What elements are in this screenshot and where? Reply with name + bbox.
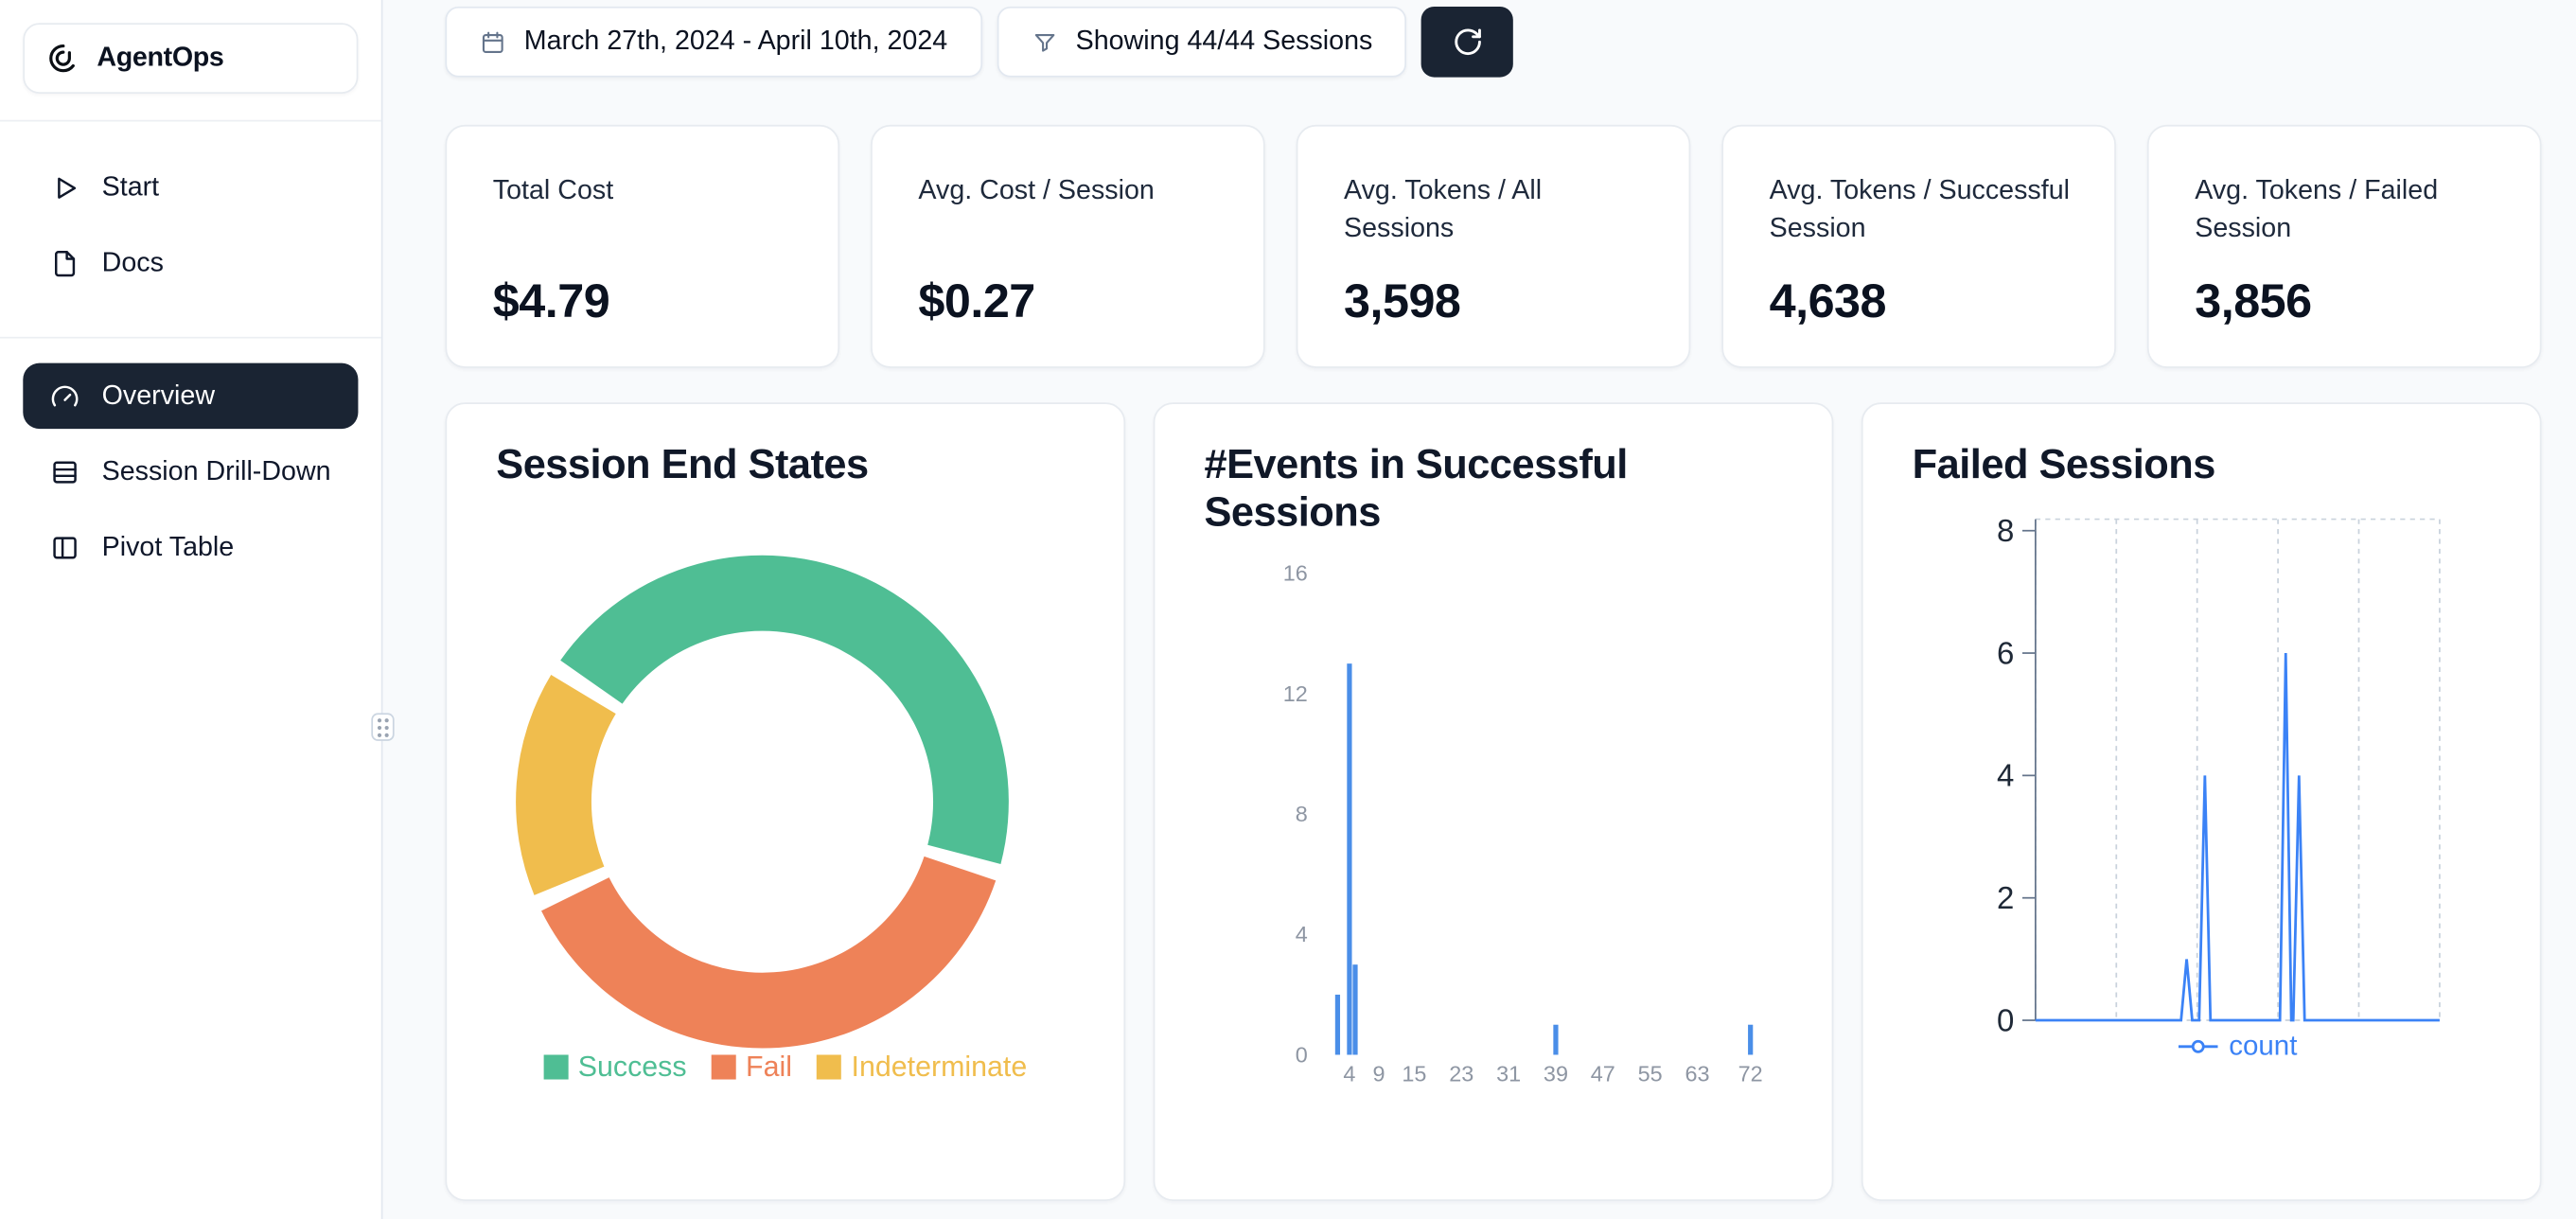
nav-label: Start	[101, 171, 160, 202]
svg-text:23: 23	[1449, 1061, 1473, 1086]
svg-text:8: 8	[1997, 513, 2014, 548]
svg-text:39: 39	[1544, 1061, 1568, 1086]
svg-text:0: 0	[1296, 1042, 1308, 1067]
svg-text:6: 6	[1997, 635, 2014, 670]
stat-card-avg-cost-session: Avg. Cost / Session $0.27	[871, 124, 1265, 368]
refresh-icon	[1453, 26, 1484, 58]
session-end-states-card: Session End States Success Fail Indeterm…	[445, 402, 1126, 1201]
nav-label: Session Drill-Down	[101, 455, 331, 486]
line-legend-count[interactable]: count	[2036, 1030, 2440, 1063]
play-icon	[49, 171, 80, 203]
stat-value: 3,598	[1344, 275, 1461, 329]
legend-label: Indeterminate	[851, 1050, 1028, 1084]
refresh-button[interactable]	[1421, 6, 1514, 78]
sidebar: AgentOps Start Docs	[0, 0, 383, 1219]
legend-item-success[interactable]: Success	[543, 1050, 687, 1084]
session-end-states-donut-chart[interactable]	[447, 404, 1125, 1201]
svg-text:9: 9	[1372, 1061, 1385, 1086]
filter-icon	[1032, 28, 1058, 55]
sidebar-item-docs[interactable]: Docs	[23, 230, 358, 295]
svg-text:4: 4	[1343, 1061, 1355, 1086]
sidebar-nav-top: Start Docs	[0, 121, 381, 295]
failed-sessions-line-chart[interactable]: 0 2 4 6 8	[1863, 404, 2542, 1201]
svg-text:16: 16	[1283, 561, 1308, 586]
date-range-label: March 27th, 2024 - April 10th, 2024	[523, 26, 948, 57]
table-columns-icon	[49, 532, 80, 563]
donut-legend: Success Fail Indeterminate	[447, 1050, 1123, 1084]
svg-text:12: 12	[1283, 681, 1308, 706]
legend-item-indeterminate[interactable]: Indeterminate	[817, 1050, 1027, 1084]
sidebar-item-start[interactable]: Start	[23, 154, 358, 220]
nav-label: Overview	[101, 380, 216, 411]
stat-value: 3,856	[2195, 275, 2312, 329]
line-marker-icon	[2178, 1039, 2218, 1053]
svg-text:2: 2	[1997, 880, 2014, 915]
sidebar-divider	[0, 336, 381, 339]
legend-label: Success	[577, 1050, 687, 1084]
svg-text:4: 4	[1296, 922, 1308, 946]
svg-text:15: 15	[1402, 1061, 1426, 1086]
legend-label: count	[2229, 1030, 2298, 1062]
stat-value: 4,638	[1769, 275, 1887, 329]
stat-label: Total Cost	[492, 175, 614, 205]
legend-item-fail[interactable]: Fail	[711, 1050, 793, 1084]
svg-text:4: 4	[1997, 758, 2014, 793]
document-icon	[49, 247, 80, 278]
session-filter-label: Showing 44/44 Sessions	[1075, 26, 1373, 57]
grip-dots-icon	[377, 717, 389, 737]
nav-label: Docs	[101, 247, 164, 277]
logo[interactable]: AgentOps	[23, 23, 359, 94]
sidebar-item-pivot-table[interactable]: Pivot Table	[23, 514, 358, 579]
logo-text: AgentOps	[97, 43, 224, 73]
legend-swatch	[817, 1054, 842, 1080]
chart-title: Failed Sessions	[1912, 441, 2216, 488]
gauge-icon	[49, 380, 80, 412]
sidebar-divider	[0, 119, 381, 122]
legend-swatch	[711, 1054, 736, 1080]
charts-row: Session End States Success Fail Indeterm…	[445, 402, 2542, 1201]
stat-card-avg-tokens-all: Avg. Tokens / All Sessions 3,598	[1296, 124, 1691, 368]
svg-text:55: 55	[1638, 1061, 1663, 1086]
svg-text:8: 8	[1296, 802, 1308, 826]
nav-label: Pivot Table	[101, 531, 235, 561]
date-range-button[interactable]: March 27th, 2024 - April 10th, 2024	[445, 6, 982, 78]
chart-title: #Events in Successful Sessions	[1204, 441, 1628, 536]
agentops-logo-icon	[46, 41, 80, 75]
session-filter-button[interactable]: Showing 44/44 Sessions	[997, 6, 1407, 78]
stat-label: Avg. Cost / Session	[918, 175, 1155, 205]
chart-title: Session End States	[496, 441, 869, 488]
stat-value: $0.27	[918, 275, 1035, 329]
topbar: March 27th, 2024 - April 10th, 2024 Show…	[445, 6, 1514, 78]
stat-card-avg-tokens-successful: Avg. Tokens / Successful Session 4,638	[1721, 124, 2116, 368]
calendar-icon	[480, 28, 506, 55]
stat-card-total-cost: Total Cost $4.79	[445, 124, 840, 368]
stat-label: Avg. Tokens / Successful Session	[1769, 175, 2071, 243]
legend-swatch	[543, 1054, 569, 1080]
sidebar-item-session-drill-down[interactable]: Session Drill-Down	[23, 439, 358, 504]
legend-label: Fail	[746, 1050, 793, 1084]
stat-value: $4.79	[492, 275, 610, 329]
svg-text:72: 72	[1738, 1061, 1763, 1086]
stat-cards-row: Total Cost $4.79 Avg. Cost / Session $0.…	[445, 124, 2542, 368]
svg-text:63: 63	[1685, 1061, 1709, 1086]
failed-sessions-card: Failed Sessions 0 2 4 6 8 count	[1861, 402, 2542, 1201]
svg-text:47: 47	[1591, 1061, 1615, 1086]
sidebar-resize-handle[interactable]	[371, 713, 395, 741]
sidebar-nav-main: Overview Session Drill-Down	[0, 339, 381, 580]
sidebar-item-overview[interactable]: Overview	[23, 362, 359, 430]
stat-card-avg-tokens-failed: Avg. Tokens / Failed Session 3,856	[2146, 124, 2542, 368]
stat-label: Avg. Tokens / Failed Session	[2195, 175, 2439, 243]
events-in-successful-sessions-card: #Events in Successful Sessions 0 4 8 12 16 4 9…	[1153, 402, 1834, 1201]
svg-text:0: 0	[1997, 1002, 2014, 1037]
list-rows-icon	[49, 456, 80, 487]
stat-label: Avg. Tokens / All Sessions	[1344, 175, 1543, 243]
svg-text:31: 31	[1496, 1061, 1521, 1086]
